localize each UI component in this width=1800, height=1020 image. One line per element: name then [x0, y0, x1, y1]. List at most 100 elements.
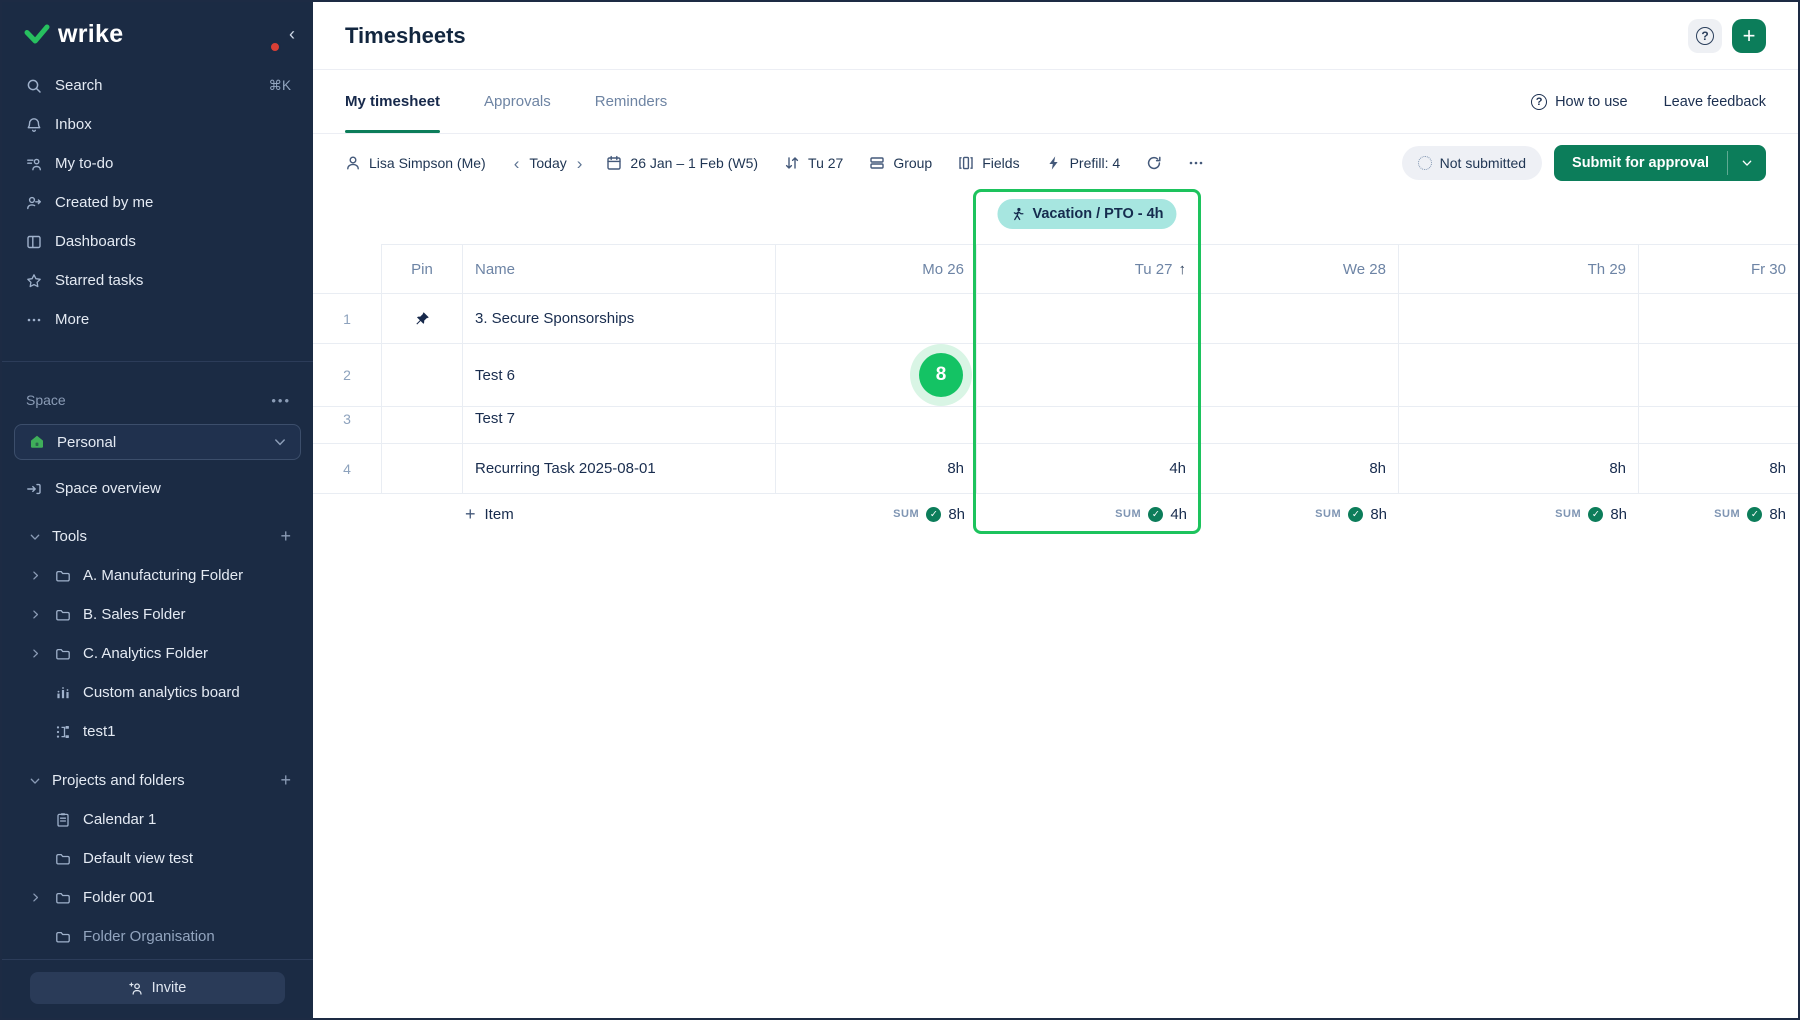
refresh-button[interactable]: [1146, 155, 1162, 171]
time-cell[interactable]: [977, 294, 1199, 344]
pin-cell[interactable]: [382, 294, 463, 344]
sidebar-folder-001[interactable]: Folder 001: [2, 878, 313, 917]
pin-cell[interactable]: [382, 394, 463, 444]
day-header-tu27[interactable]: Tu 27 ↑: [977, 244, 1199, 294]
tab-reminders[interactable]: Reminders: [594, 93, 668, 110]
sidebar-folder-organisation[interactable]: Folder Organisation: [2, 917, 313, 956]
next-week-icon[interactable]: ›: [576, 153, 583, 173]
leave-feedback-link[interactable]: Leave feedback: [1664, 94, 1766, 110]
sidebar-folder-manufacturing[interactable]: A. Manufacturing Folder: [2, 556, 313, 595]
prev-week-icon[interactable]: ‹: [513, 153, 520, 173]
add-project-icon[interactable]: +: [280, 770, 291, 790]
add-item-label: Item: [484, 505, 514, 523]
time-cell[interactable]: [1199, 344, 1399, 407]
time-cell[interactable]: [1399, 294, 1639, 344]
chevron-right-icon[interactable]: [29, 608, 55, 621]
row-number: 2: [313, 344, 382, 407]
folder-label: Folder Organisation: [83, 928, 215, 945]
add-item-button[interactable]: + Item: [463, 494, 776, 534]
sidebar-folder-sales[interactable]: B. Sales Folder: [2, 595, 313, 634]
name-column-header: Name: [463, 244, 776, 294]
sidebar-item-starred-tasks[interactable]: Starred tasks: [2, 261, 313, 300]
chevron-right-icon[interactable]: [29, 569, 55, 582]
sidebar-item-custom-analytics-board[interactable]: Custom analytics board: [2, 673, 313, 712]
sidebar-item-dashboards[interactable]: Dashboards: [2, 222, 313, 261]
help-button[interactable]: ?: [1688, 18, 1722, 53]
tab-my-timesheet[interactable]: My timesheet: [345, 70, 441, 133]
date-range-picker[interactable]: 26 Jan – 1 Feb (W5): [606, 155, 758, 171]
time-cell[interactable]: [776, 394, 977, 444]
time-cell[interactable]: 8h: [776, 444, 977, 494]
submit-label[interactable]: Submit for approval: [1572, 155, 1709, 171]
user-avatar[interactable]: [247, 19, 281, 53]
time-cell[interactable]: 8h: [1639, 444, 1798, 494]
submit-for-approval-button[interactable]: Submit for approval: [1554, 145, 1766, 181]
tab-approvals[interactable]: Approvals: [484, 93, 551, 110]
task-name-cell[interactable]: Test 6: [463, 344, 776, 407]
time-cell[interactable]: 8h: [1199, 444, 1399, 494]
sidebar-item-default-view-test[interactable]: Default view test: [2, 839, 313, 878]
sort-control[interactable]: Tu 27: [784, 155, 843, 171]
time-cell[interactable]: [977, 394, 1199, 444]
sidebar-folder-analytics[interactable]: C. Analytics Folder: [2, 634, 313, 673]
day-header-fr30[interactable]: Fr 30: [1639, 244, 1798, 294]
day-label: Th 29: [1587, 260, 1626, 278]
create-button[interactable]: +: [1732, 18, 1766, 53]
time-cell[interactable]: [1399, 344, 1639, 407]
prefill-control[interactable]: Prefill: 4: [1046, 155, 1120, 171]
sum-cell-mo26: SUM ✓ 8h: [776, 494, 977, 534]
day-header-th29[interactable]: Th 29: [1399, 244, 1639, 294]
sidebar-item-more[interactable]: More: [2, 300, 313, 339]
projects-section-header[interactable]: Projects and folders +: [2, 761, 313, 800]
user-filter[interactable]: Lisa Simpson (Me): [345, 155, 486, 171]
space-selector[interactable]: Personal: [14, 424, 301, 460]
pin-cell[interactable]: [382, 344, 463, 407]
day-header-we28[interactable]: We 28: [1199, 244, 1399, 294]
tools-section-header[interactable]: Tools +: [2, 517, 313, 556]
chevron-right-icon[interactable]: [29, 647, 55, 660]
sort-icon: [784, 155, 800, 171]
fields-control[interactable]: Fields: [958, 155, 1020, 171]
chevron-right-icon[interactable]: [29, 891, 55, 904]
sum-label: SUM: [893, 508, 920, 520]
sidebar-collapse-icon[interactable]: ‹: [289, 24, 295, 44]
sidebar-item-created-by-me[interactable]: Created by me: [2, 183, 313, 222]
time-cell[interactable]: [1639, 394, 1798, 444]
submit-dropdown-button[interactable]: [1728, 145, 1766, 181]
vacation-pto-tooltip[interactable]: Vacation / PTO - 4h: [997, 199, 1177, 229]
invite-button[interactable]: Invite: [30, 972, 285, 1004]
sidebar-item-search[interactable]: Search ⌘K: [2, 66, 313, 105]
task-name-cell[interactable]: Recurring Task 2025-08-01: [463, 444, 776, 494]
sidebar-item-space-overview[interactable]: Space overview: [2, 469, 313, 508]
sidebar-item-my-todo[interactable]: My to-do: [2, 144, 313, 183]
time-cell[interactable]: [1639, 344, 1798, 407]
sidebar-item-inbox[interactable]: Inbox: [2, 105, 313, 144]
day-header-mo26[interactable]: Mo 26: [776, 244, 977, 294]
hours-badge[interactable]: 8: [919, 353, 963, 397]
space-more-icon[interactable]: •••: [271, 392, 291, 408]
time-cell[interactable]: [1199, 294, 1399, 344]
sum-cell-tu27: SUM ✓ 4h: [977, 494, 1199, 534]
sum-label: SUM: [1115, 508, 1142, 520]
time-cell[interactable]: [776, 294, 977, 344]
sort-arrow-up-icon: ↑: [1178, 260, 1187, 278]
pin-cell[interactable]: [382, 444, 463, 494]
task-name-cell[interactable]: Test 7: [463, 394, 776, 444]
how-to-use-link[interactable]: ? How to use: [1531, 93, 1628, 110]
group-control[interactable]: Group: [869, 155, 932, 171]
sidebar-item-label: More: [55, 311, 90, 328]
folder-icon: [55, 929, 71, 945]
sidebar-item-test1[interactable]: test1: [2, 712, 313, 751]
today-button[interactable]: Today: [529, 155, 567, 171]
sidebar-item-calendar-1[interactable]: Calendar 1: [2, 800, 313, 839]
folder-icon: [55, 646, 71, 662]
task-name-cell[interactable]: 3. Secure Sponsorships: [463, 294, 776, 344]
time-cell[interactable]: 4h: [977, 444, 1199, 494]
time-cell[interactable]: [1639, 294, 1798, 344]
time-cell[interactable]: 8: [776, 344, 977, 407]
time-cell[interactable]: 8h: [1399, 444, 1639, 494]
add-tool-icon[interactable]: +: [280, 526, 291, 546]
time-cell[interactable]: [1199, 394, 1399, 444]
toolbar-more-button[interactable]: [1188, 155, 1204, 171]
time-cell[interactable]: [1399, 394, 1639, 444]
